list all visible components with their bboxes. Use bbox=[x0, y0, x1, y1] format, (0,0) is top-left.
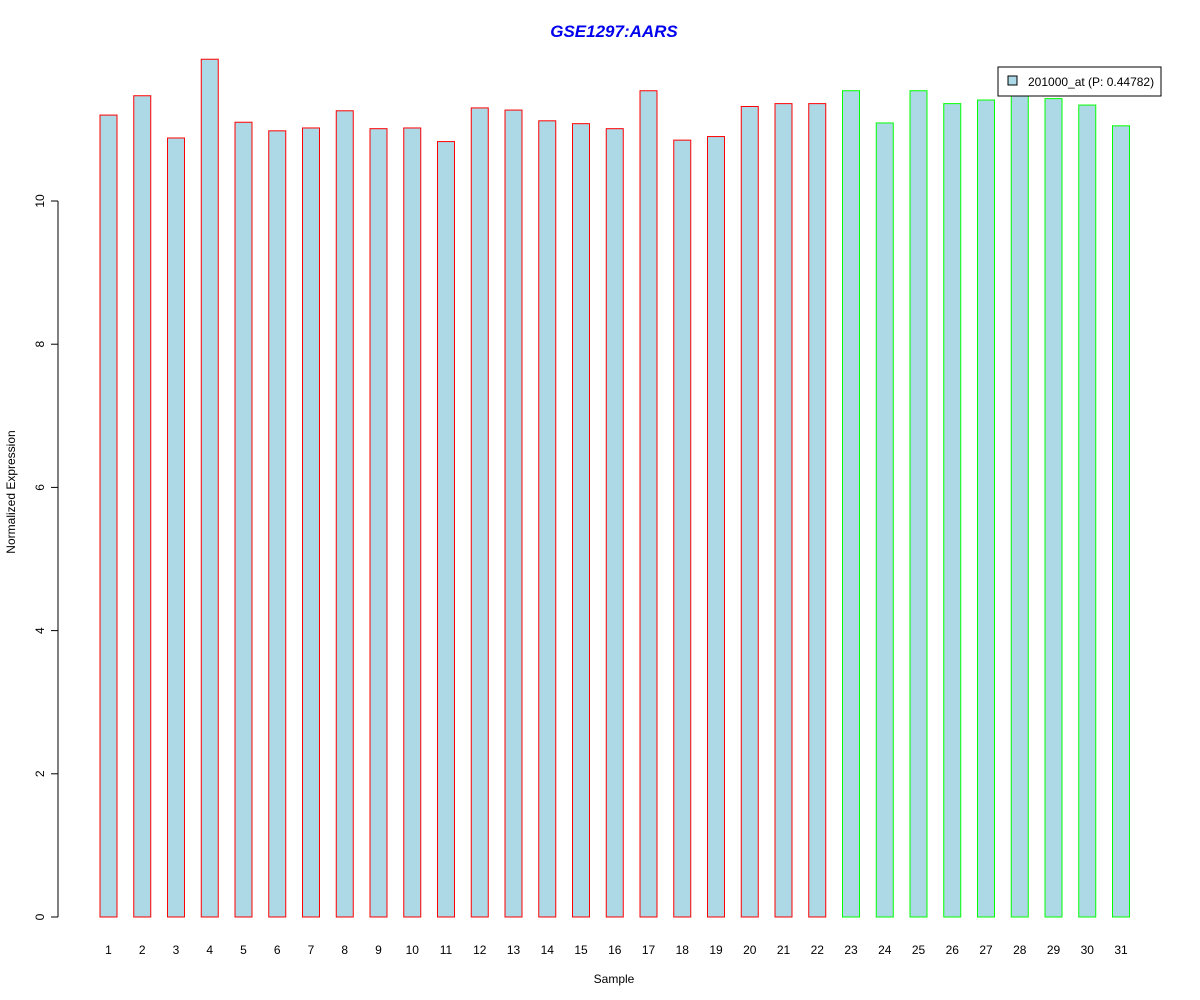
x-tick-label: 10 bbox=[406, 943, 420, 957]
x-tick-label: 1 bbox=[105, 943, 112, 957]
bar-sample-27 bbox=[977, 99, 995, 918]
x-tick-label: 22 bbox=[811, 943, 825, 957]
bar-sample-26 bbox=[943, 103, 962, 918]
bar-sample-29 bbox=[1044, 98, 1063, 918]
bar-sample-22 bbox=[808, 103, 827, 918]
bar-sample-30 bbox=[1078, 104, 1097, 918]
bar-sample-8 bbox=[335, 110, 354, 918]
x-tick-label: 13 bbox=[507, 943, 521, 957]
x-tick-label: 21 bbox=[777, 943, 791, 957]
x-tick-label: 29 bbox=[1047, 943, 1061, 957]
bar-sample-17 bbox=[639, 90, 658, 918]
bar-sample-1 bbox=[99, 114, 118, 918]
legend: 201000_at (P: 0.44782) bbox=[997, 66, 1162, 97]
x-tick-label: 26 bbox=[946, 943, 960, 957]
x-tick-label: 16 bbox=[608, 943, 622, 957]
x-tick-label: 14 bbox=[541, 943, 555, 957]
x-tick-label: 19 bbox=[709, 943, 723, 957]
y-tick-label: 0 bbox=[33, 913, 47, 920]
x-tick-label: 28 bbox=[1013, 943, 1027, 957]
bar-sample-25 bbox=[909, 90, 928, 918]
x-tick-label: 25 bbox=[912, 943, 926, 957]
y-axis-label: Normalized Expression bbox=[4, 430, 18, 553]
bar-sample-2 bbox=[133, 95, 152, 918]
bar-sample-21 bbox=[774, 103, 793, 918]
bar-sample-6 bbox=[268, 130, 287, 918]
bar-sample-3 bbox=[167, 137, 185, 918]
x-tick-labels: 1 2 3 4 5 6 7 8 9 10 11 12 13 14 15 16 17 18 19 20 21 22 23 24 2… bbox=[105, 943, 1128, 957]
y-tick-label: 10 bbox=[33, 194, 47, 208]
bar-sample-16 bbox=[605, 128, 624, 918]
bar-sample-7 bbox=[302, 127, 320, 918]
x-tick-label: 3 bbox=[173, 943, 180, 957]
x-tick-label: 15 bbox=[574, 943, 588, 957]
x-tick-label: 27 bbox=[979, 943, 993, 957]
bar-sample-23 bbox=[842, 90, 860, 918]
y-axis: 0 2 4 6 8 10 bbox=[33, 194, 59, 920]
x-tick-label: 23 bbox=[844, 943, 858, 957]
y-tick-label: 4 bbox=[33, 627, 47, 634]
x-tick-label: 2 bbox=[139, 943, 146, 957]
bar-sample-12 bbox=[470, 107, 489, 918]
bar-sample-31 bbox=[1112, 125, 1130, 918]
bars bbox=[99, 58, 1130, 918]
x-tick-label: 8 bbox=[341, 943, 348, 957]
bar-sample-19 bbox=[707, 136, 725, 918]
y-tick-label: 2 bbox=[33, 770, 47, 777]
x-tick-label: 5 bbox=[240, 943, 247, 957]
bar-sample-9 bbox=[369, 128, 388, 918]
bar-sample-14 bbox=[538, 120, 557, 918]
bar-sample-28 bbox=[1010, 91, 1029, 918]
x-tick-label: 18 bbox=[676, 943, 690, 957]
legend-box bbox=[997, 66, 1162, 97]
legend-label: 201000_at (P: 0.44782) bbox=[1028, 75, 1154, 89]
x-tick-label: 31 bbox=[1114, 943, 1128, 957]
bar-sample-15 bbox=[572, 123, 590, 918]
y-tick-label: 8 bbox=[33, 341, 47, 348]
legend-swatch bbox=[1007, 75, 1018, 86]
x-tick-label: 6 bbox=[274, 943, 281, 957]
x-axis-label: Sample bbox=[594, 972, 635, 986]
x-tick-label: 20 bbox=[743, 943, 757, 957]
bar-sample-18 bbox=[673, 139, 692, 918]
x-tick-label: 7 bbox=[308, 943, 315, 957]
x-tick-label: 9 bbox=[375, 943, 382, 957]
bar-sample-11 bbox=[437, 141, 455, 918]
bar-sample-20 bbox=[740, 105, 759, 918]
x-tick-label: 17 bbox=[642, 943, 656, 957]
x-tick-label: 24 bbox=[878, 943, 892, 957]
x-tick-label: 12 bbox=[473, 943, 487, 957]
x-tick-label: 30 bbox=[1081, 943, 1095, 957]
bar-sample-13 bbox=[504, 109, 523, 918]
chart-title: GSE1297:AARS bbox=[550, 22, 678, 41]
bar-sample-4 bbox=[200, 58, 219, 918]
x-tick-label: 11 bbox=[440, 943, 453, 957]
bar-sample-24 bbox=[875, 122, 894, 918]
bar-sample-10 bbox=[403, 127, 422, 918]
x-tick-label: 4 bbox=[206, 943, 213, 957]
bar-sample-5 bbox=[234, 121, 253, 918]
y-tick-label: 6 bbox=[33, 484, 47, 491]
